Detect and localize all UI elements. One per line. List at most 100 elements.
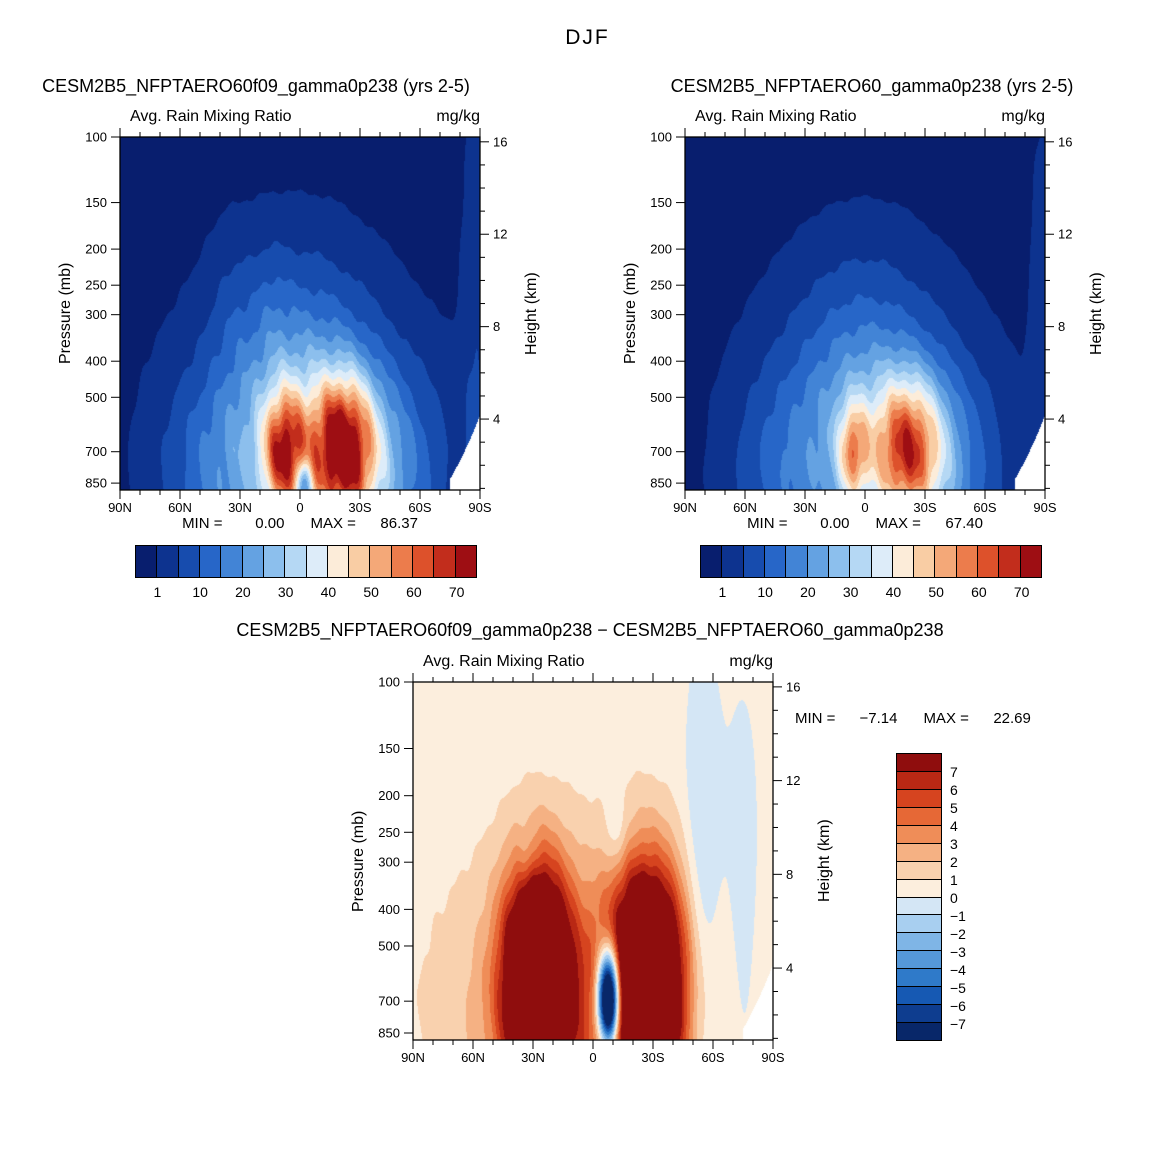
colorbar-tick-label: −4 [950, 962, 966, 978]
height-axis-title: Height (km) [816, 819, 833, 903]
panel-units: mg/kg [436, 108, 480, 125]
max-value: 86.37 [380, 515, 418, 532]
pressure-axis-title: Pressure (mb) [350, 810, 367, 912]
min-value: 0.00 [255, 515, 285, 532]
colorbar-cell [897, 806, 941, 825]
colorbar-tick-label: −6 [950, 998, 966, 1014]
colorbar-cell [262, 546, 285, 577]
tick-label: 8 [786, 867, 793, 882]
tick-label: 60S [973, 500, 996, 515]
colorbar-tick-label: 60 [971, 584, 987, 600]
panel-subtitle: Avg. Rain Mixing Ratio [423, 653, 585, 670]
colorbar-cell [390, 546, 413, 577]
tick-label: 850 [650, 476, 672, 491]
tick-label: 12 [493, 227, 507, 242]
tick-label: 60S [701, 1050, 724, 1065]
tick-label: 4 [493, 412, 500, 427]
colorbar-tick-label: 3 [950, 836, 958, 852]
colorbar-tick-label: 60 [406, 584, 422, 600]
tick-label: 300 [650, 307, 672, 322]
tick-label: 60N [168, 500, 192, 515]
tick-label: 8 [493, 319, 500, 334]
colorbar-cell [849, 546, 871, 577]
tick-label: 250 [378, 825, 400, 840]
tick-label: 30S [641, 1050, 664, 1065]
colorbar-tick-label: 20 [235, 584, 251, 600]
colorbar-tick-label: 10 [192, 584, 208, 600]
colorbar-cell [177, 546, 199, 577]
tick-label: 700 [85, 444, 107, 459]
height-axis-title: Height (km) [523, 272, 540, 355]
tick-label: 4 [1058, 412, 1065, 427]
colorbar-tick-label: 70 [448, 584, 465, 600]
colorbar-cell [897, 932, 941, 951]
colorbar-tick-label: 4 [950, 818, 958, 834]
colorbar: 1 10 20 30 40 50 60 70 [135, 545, 477, 599]
colorbar-cell [977, 546, 999, 577]
pressure-axis-title: Pressure (mb) [57, 262, 74, 365]
tick-label: 700 [378, 994, 400, 1009]
colorbar-cell [806, 546, 828, 577]
colorbar-cell [305, 546, 327, 577]
tick-label: 400 [85, 354, 107, 369]
tick-label: 0 [589, 1050, 596, 1065]
minmax-readout: MIN = 0.00 MAX = 86.37 [120, 515, 480, 532]
colorbar-tick-label: 30 [842, 584, 859, 600]
colorbar-tick-label: 1 [950, 872, 958, 888]
colorbar-tick-label: −7 [950, 1016, 966, 1032]
max-label: MAX = [310, 515, 356, 532]
colorbar-tick-label: 40 [320, 584, 337, 600]
panel-subtitle: Avg. Rain Mixing Ratio [695, 108, 857, 125]
tick-label: 30S [913, 500, 936, 515]
tick-label: 30N [228, 500, 252, 515]
panel-title: CESM2B5_NFPTAERO60f09_gamma0p238 (yrs 2-… [42, 76, 470, 96]
colorbar-cell [785, 546, 807, 577]
tick-label: 30N [521, 1050, 545, 1065]
colorbar-cell [156, 546, 178, 577]
tick-label: 500 [650, 390, 672, 405]
min-value: −7.14 [859, 710, 898, 727]
colorbar-cell [241, 546, 263, 577]
colorbar-cell [1019, 546, 1041, 577]
tick-label: 150 [378, 741, 400, 756]
min-label: MIN = [747, 515, 788, 532]
colorbar-tick-label: 50 [363, 584, 379, 600]
tick-label: 0 [861, 500, 868, 515]
colorbar-tick-label: −2 [950, 926, 966, 942]
tick-label: 200 [85, 242, 107, 257]
colorbar-cell [897, 770, 941, 789]
colorbar-cell [897, 1022, 941, 1040]
colorbar-cell [897, 860, 941, 879]
colorbar-cell [891, 546, 914, 577]
colorbar-tick-label: −5 [950, 980, 966, 996]
tick-label: 500 [378, 938, 400, 953]
tick-label: 12 [1058, 227, 1072, 242]
colorbar: 1 10 20 30 40 50 60 70 [700, 545, 1042, 599]
colorbar-tick-label: 10 [757, 584, 773, 600]
colorbar-tick-label: −1 [950, 908, 966, 924]
colorbar-tick-label: 0 [950, 890, 958, 906]
tick-label: 60S [408, 500, 431, 515]
colorbar-cell [326, 546, 349, 577]
colorbar-tick-label: 6 [950, 782, 958, 798]
tick-label: 8 [1058, 319, 1065, 334]
colorbar-cell [870, 546, 892, 577]
max-value: 67.40 [945, 515, 983, 532]
colorbar-cell [220, 546, 242, 577]
contour-field-canvas [685, 137, 1045, 490]
colorbar-cell [897, 824, 941, 843]
tick-label: 150 [85, 195, 107, 210]
colorbar-cell [897, 842, 941, 861]
tick-label: 850 [85, 476, 107, 491]
panel-subtitle: Avg. Rain Mixing Ratio [130, 108, 292, 125]
tick-label: 700 [650, 444, 672, 459]
minmax-readout: MIN = 0.00 MAX = 67.40 [685, 515, 1045, 532]
colorbar-cell [897, 896, 941, 915]
tick-label: 12 [786, 773, 800, 788]
colorbar-cell [721, 546, 743, 577]
tick-label: 30S [348, 500, 371, 515]
min-label: MIN = [795, 710, 836, 727]
tick-label: 90N [401, 1050, 425, 1065]
panel-units: mg/kg [1001, 108, 1045, 125]
colorbar-tick-label: 70 [1013, 584, 1030, 600]
